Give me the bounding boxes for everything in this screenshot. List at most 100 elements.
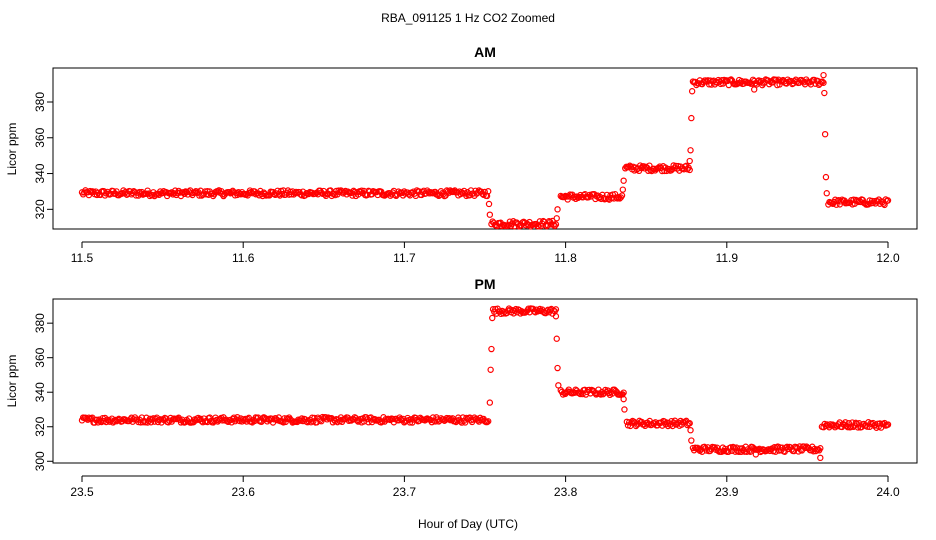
x-tick-label: 23.5 — [70, 485, 94, 499]
data-point — [553, 335, 560, 342]
data-point — [620, 177, 627, 184]
y-tick-label: 360 — [33, 347, 47, 367]
data-point — [485, 418, 492, 425]
data-point — [259, 415, 266, 422]
data-point — [552, 221, 560, 228]
x-axis-label: Hour of Day (UTC) — [418, 517, 518, 531]
data-point — [335, 187, 342, 194]
data-point — [751, 86, 758, 93]
data-point — [553, 215, 560, 222]
data-point — [614, 195, 621, 202]
data-point — [686, 166, 693, 174]
data-point — [554, 364, 561, 372]
y-tick-label: 340 — [33, 163, 47, 183]
y-tick-label: 320 — [33, 199, 47, 219]
x-tick-label: 11.7 — [393, 251, 416, 265]
data-point — [820, 79, 827, 86]
am-plot-frame — [52, 67, 918, 230]
data-point — [821, 89, 828, 97]
data-point — [854, 424, 862, 431]
data-point — [817, 445, 824, 452]
data-point — [409, 419, 416, 426]
am-panel: AM Licor ppm 11.5 11.6 11.7 11.8 11.9 12.0 320… — [5, 44, 918, 265]
x-tick-label: 23.8 — [554, 485, 578, 499]
data-point — [552, 306, 560, 313]
data-point — [620, 389, 627, 396]
data-point — [736, 445, 744, 452]
am-panel-title: AM — [474, 44, 496, 60]
data-point — [350, 187, 357, 195]
data-point — [752, 451, 760, 458]
data-point — [257, 187, 264, 195]
y-tick-label: 300 — [33, 451, 47, 471]
data-point — [111, 418, 118, 425]
y-tick-label: 340 — [33, 382, 47, 402]
data-point — [827, 421, 834, 428]
data-point — [550, 221, 557, 228]
data-point — [687, 147, 694, 154]
x-tick-label: 24.0 — [876, 485, 900, 499]
x-tick-label: 23.9 — [715, 485, 739, 499]
data-point — [552, 313, 560, 320]
data-point — [818, 423, 826, 430]
pm-points — [78, 305, 892, 462]
pm-panel-title: PM — [475, 276, 496, 292]
data-point — [686, 420, 693, 427]
x-tick-label: 23.6 — [232, 485, 256, 499]
data-point — [731, 444, 738, 451]
data-point — [688, 114, 695, 122]
x-tick-label: 11.8 — [554, 251, 577, 265]
data-point — [847, 423, 855, 430]
data-point — [486, 211, 494, 218]
data-point — [602, 195, 610, 203]
data-point — [819, 78, 826, 85]
x-tick-label: 12.0 — [876, 251, 900, 265]
data-point — [621, 406, 628, 413]
data-point — [564, 196, 571, 203]
data-point — [489, 314, 496, 322]
data-point — [555, 382, 562, 389]
pm-axes: 23.5 23.6 23.7 23.8 23.9 24.0 300 320 340 360 380 — [33, 313, 900, 499]
pm-y-axis-label: Licor ppm — [5, 355, 19, 408]
pm-panel: PM Licor ppm 23.5 23.6 23.7 23.8 23.9 24.0 300… — [5, 276, 918, 499]
data-point — [487, 366, 494, 373]
data-point — [820, 71, 827, 79]
data-point — [551, 222, 558, 230]
data-point — [884, 421, 892, 428]
data-point — [884, 197, 892, 204]
data-point — [292, 188, 300, 196]
data-point — [615, 193, 622, 201]
y-tick-label: 380 — [33, 92, 47, 112]
data-point — [618, 192, 626, 199]
x-tick-label: 11.9 — [716, 251, 739, 265]
data-point — [688, 88, 696, 95]
am-axes: 11.5 11.6 11.7 11.8 11.9 12.0 320 340 360 380 — [33, 92, 900, 265]
data-point — [817, 454, 824, 462]
data-point — [688, 437, 695, 444]
x-tick-label: 23.7 — [393, 485, 417, 499]
data-point — [486, 399, 494, 406]
data-point — [525, 305, 532, 312]
data-point — [485, 188, 492, 195]
am-y-axis-label: Licor ppm — [5, 123, 19, 176]
data-point — [821, 130, 829, 138]
data-point — [485, 200, 493, 208]
data-point — [144, 187, 151, 194]
data-point — [554, 206, 561, 213]
data-point — [717, 80, 724, 88]
am-points — [78, 71, 892, 230]
data-point — [378, 419, 385, 426]
figure-title: RBA_091125 1 Hz CO2 Zoomed — [381, 11, 555, 25]
data-point — [488, 345, 495, 353]
data-point — [284, 415, 292, 423]
y-tick-label: 380 — [33, 313, 47, 333]
pm-plot-frame — [52, 298, 918, 464]
data-point — [686, 157, 693, 165]
x-tick-label: 11.6 — [232, 251, 255, 265]
data-point — [560, 389, 568, 396]
data-point — [620, 395, 627, 403]
data-point — [619, 186, 627, 193]
y-tick-label: 360 — [33, 127, 47, 147]
x-tick-label: 11.5 — [71, 251, 94, 265]
